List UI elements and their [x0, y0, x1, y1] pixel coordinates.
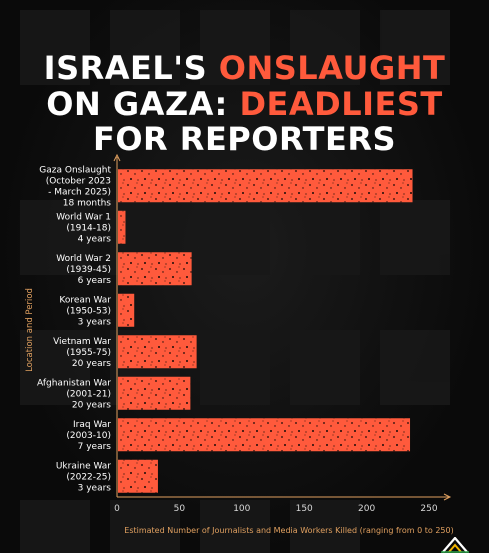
category-label: Korean War (1950-53) 3 years — [59, 295, 111, 327]
category-label: World War 1 (1914-18) 4 years — [56, 212, 111, 244]
logo-icon — [441, 537, 469, 553]
category-label-line: Ukraine War — [56, 461, 111, 471]
chart-category-labels: Gaza Onslaught (October 2023- March 2025)… — [37, 165, 111, 493]
category-label-line: (1914-18) — [66, 223, 111, 233]
x-axis-arrow — [443, 493, 452, 501]
x-tick-label: 150 — [296, 504, 313, 514]
category-label-line: 18 months — [63, 198, 112, 208]
bar-texture — [118, 335, 197, 369]
x-tick-label: 100 — [233, 504, 250, 514]
category-label: Gaza Onslaught (October 2023- March 2025)… — [39, 165, 111, 208]
title-line-3: FOR REPORTERS — [0, 121, 489, 157]
category-label-line: (2001-21) — [66, 389, 111, 399]
bar-texture — [118, 459, 158, 493]
category-label-line: 3 years — [78, 317, 112, 327]
category-label-line: Vietnam War — [53, 337, 111, 347]
title-line-1-orange: ONSLAUGHT — [218, 49, 446, 87]
category-label-line: Iraq War — [73, 420, 111, 430]
chart-bars — [118, 169, 413, 493]
category-label-line: World War 2 — [56, 254, 111, 264]
bar-texture — [118, 252, 192, 286]
x-tick-label: 200 — [358, 504, 375, 514]
category-label-line: (October 2023 — [46, 176, 111, 186]
y-axis-arrow — [113, 153, 121, 162]
bar-texture — [118, 210, 126, 244]
category-label-line: 7 years — [78, 442, 112, 452]
category-label-line: - March 2025) — [48, 187, 111, 197]
y-axis-label: Location and Period — [25, 288, 35, 372]
category-label: Vietnam War (1955-75) 20 years — [53, 337, 111, 369]
category-label-line: Gaza Onslaught — [39, 165, 111, 175]
category-label: Afghanistan War (2001-21) 20 years — [37, 378, 111, 410]
category-label-line: (1955-75) — [66, 348, 111, 358]
category-label-line: 20 years — [72, 359, 111, 369]
category-label-line: World War 1 — [56, 212, 111, 222]
category-label-line: 6 years — [78, 276, 112, 286]
title-line-2: ON GAZA: DEADLIEST — [0, 86, 489, 122]
category-label-line: (2003-10) — [66, 431, 111, 441]
title-line-1: ISRAEL'S ONSLAUGHT — [0, 50, 489, 86]
category-label: Ukraine War (2022-25) 3 years — [56, 461, 111, 493]
title-line-1-white: ISRAEL'S — [43, 49, 208, 87]
bar-texture — [118, 293, 135, 327]
title-line-2-orange: DEADLIEST — [239, 85, 443, 123]
category-label-line: (2022-25) — [66, 472, 111, 482]
title-line-2-white: ON GAZA: — [46, 85, 228, 123]
category-label-line: (1939-45) — [66, 265, 111, 275]
category-label-line: 20 years — [72, 400, 111, 410]
bar-texture — [118, 418, 411, 452]
x-tick-label: 0 — [114, 504, 120, 514]
category-label: Iraq War (2003-10) 7 years — [66, 420, 111, 452]
x-tick-label: 50 — [174, 504, 186, 514]
category-label-line: 4 years — [78, 234, 112, 244]
bar-texture — [118, 376, 191, 410]
category-label-line: Afghanistan War — [37, 378, 111, 388]
category-label-line: 3 years — [78, 483, 112, 493]
bar-texture — [118, 169, 413, 203]
chart-tick-labels: 0 50 100 150 200 250 — [114, 504, 438, 514]
x-tick-label: 250 — [420, 504, 437, 514]
category-label-line: Korean War — [59, 295, 111, 305]
chart-axes — [113, 153, 452, 501]
category-label-line: (1950-53) — [66, 306, 111, 316]
title-line-3-white: FOR REPORTERS — [92, 120, 397, 158]
category-label: World War 2 (1939-45) 6 years — [56, 254, 111, 286]
x-axis-label: Estimated Number of Journalists and Medi… — [124, 526, 453, 535]
